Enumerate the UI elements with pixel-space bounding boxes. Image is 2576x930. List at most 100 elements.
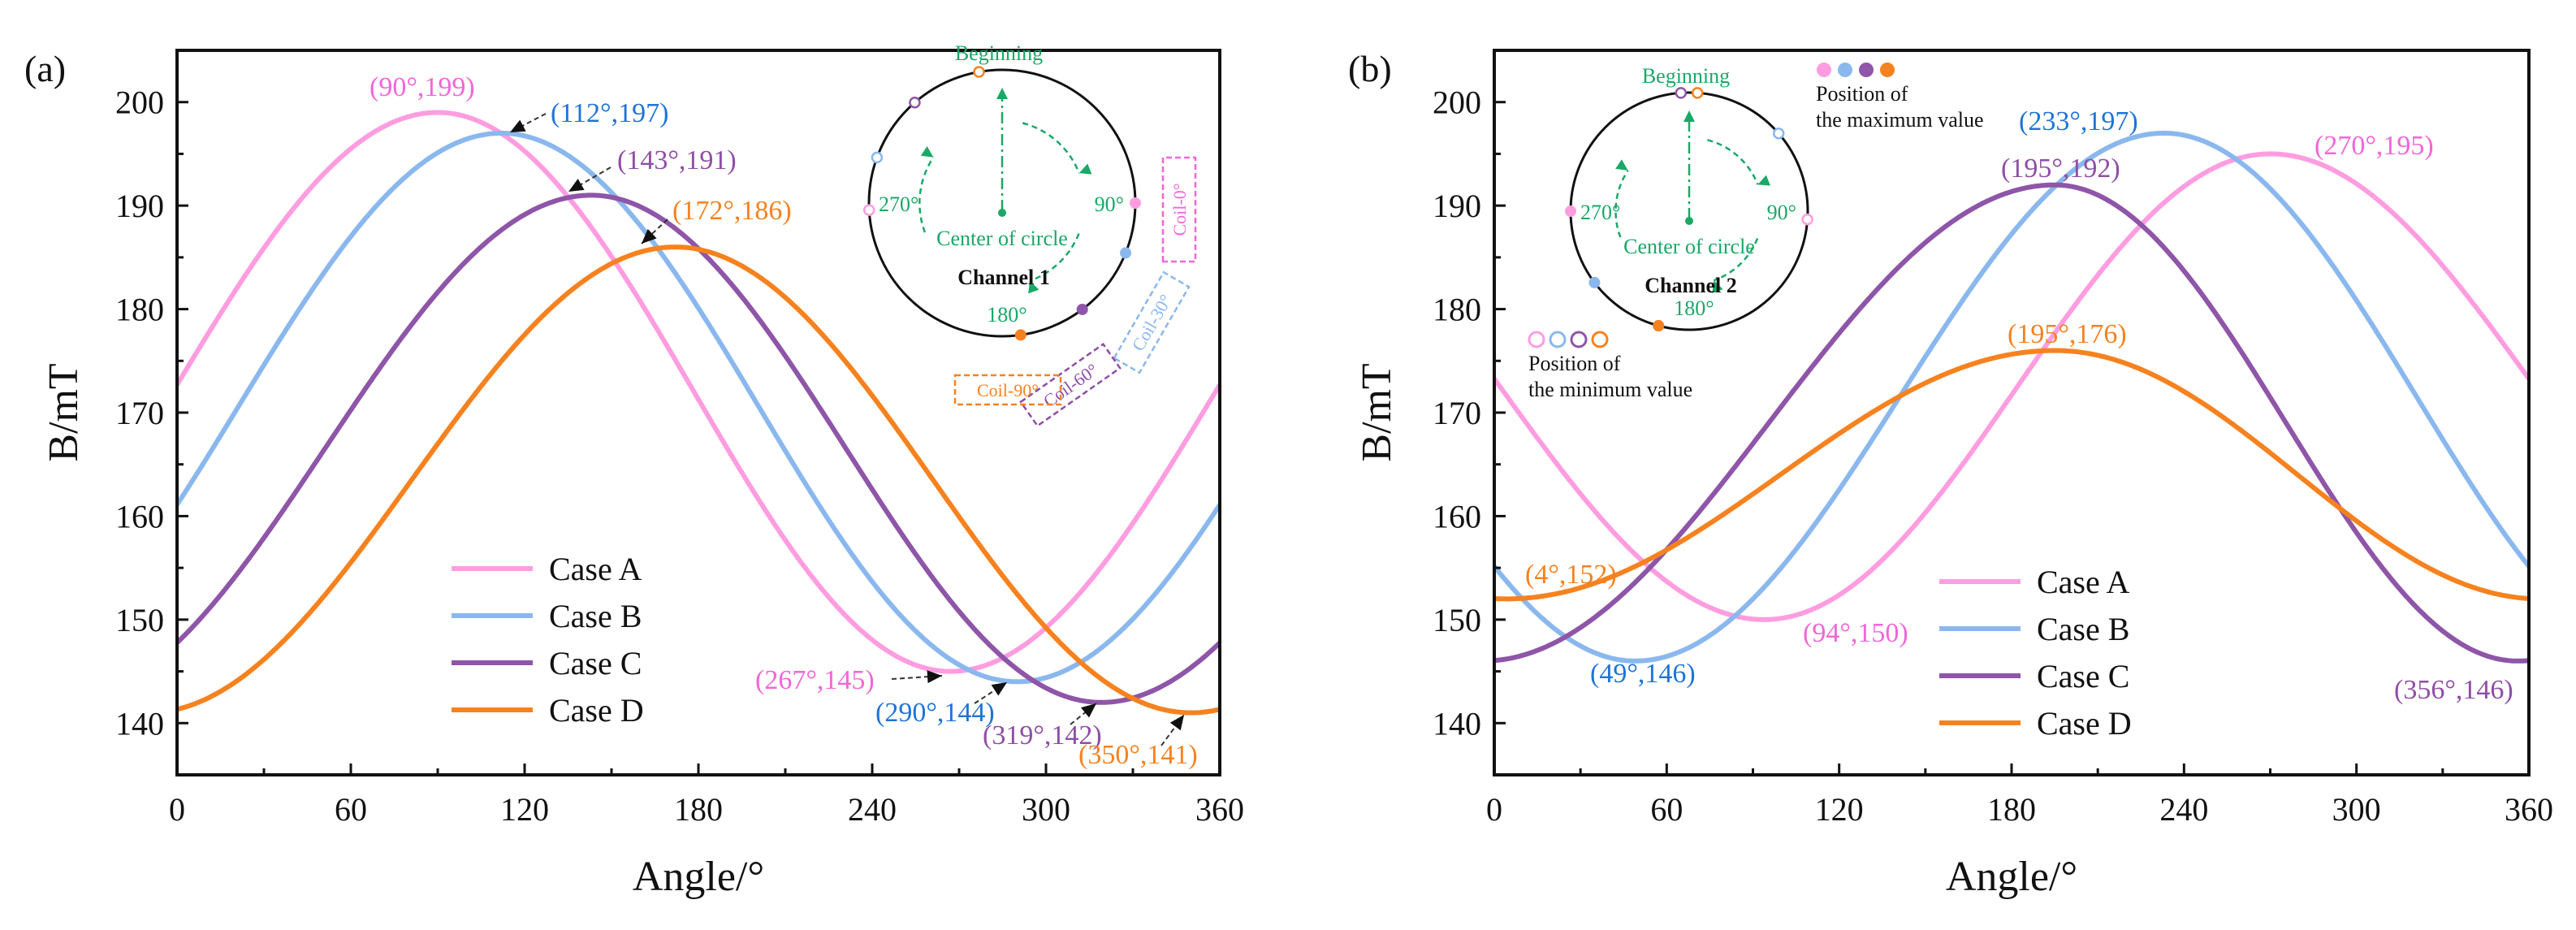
data-label: (233°,197) [2019,106,2138,136]
x-tick-label: 180 [674,791,723,828]
x-tick-label: 0 [169,791,185,828]
annotation-arrowhead [568,179,585,192]
max-position-marker [1076,303,1088,315]
min-legend-dot [1591,331,1609,348]
data-label: (195°,176) [2008,319,2127,349]
max-legend-text: the maximum value [1816,108,1984,132]
series-line-case-a [1492,151,2531,622]
x-tick-label: 0 [1486,791,1502,828]
rotation-arrow [1614,170,1629,238]
y-axis-label: B/mT [1354,363,1400,461]
min-position-marker [1675,87,1688,99]
annotation-arrowhead [991,682,1007,696]
legend-label: Case C [2037,658,2129,694]
annotation-arrowhead [510,119,526,132]
min-legend-dot [1570,331,1588,348]
coil-box [1161,156,1197,263]
y-tick-label: 160 [115,498,164,534]
max-position-marker [1130,197,1141,209]
annotation-leader [974,681,1008,704]
coil-label: Coil-90° [977,380,1039,400]
arrowhead [1078,163,1092,175]
x-tick-label: 60 [335,791,367,828]
max-position-marker [1014,329,1027,341]
panel-label: (a) [24,48,66,89]
y-tick-label: 190 [1433,188,1481,224]
min-position-marker [1772,127,1785,140]
legend-label: Case B [549,598,642,634]
min-position-marker [1691,87,1704,99]
coil-box [953,374,1062,406]
annotation-arrowhead [927,670,942,684]
x-tick-label: 240 [2159,791,2208,828]
rotation-arrow [1707,139,1759,185]
arrowhead [1615,159,1628,171]
series-line-case-d [176,244,1221,716]
coil-label: Coil-0° [1169,183,1190,236]
coil-group: Coil-0° [1161,156,1197,263]
inset-channel-label: Channel 1 [957,266,1049,289]
min-legend-dot [1528,331,1545,348]
min-position-marker [871,151,884,164]
y-tick-label: 200 [1433,84,1481,121]
legend-label: Case D [2037,705,2132,742]
rotation-arrow [1029,233,1080,282]
max-position-marker [1588,276,1601,288]
center-dot [1685,217,1693,225]
x-axis-label: Angle/° [1946,854,2077,900]
x-tick-label: 120 [500,791,549,828]
max-position-marker [1653,320,1665,332]
y-tick-label: 140 [115,705,164,742]
y-tick-label: 180 [1433,292,1481,328]
series-line-case-b [1492,130,2531,664]
y-tick-label: 160 [1433,498,1481,534]
coil-box [1113,270,1191,374]
data-label: (350°,141) [1078,740,1198,770]
y-tick-label: 170 [115,395,164,431]
max-position-marker [1120,247,1132,259]
y-tick-label: 150 [1433,602,1481,638]
x-tick-label: 360 [2505,791,2553,828]
data-label: (90°,199) [370,72,475,102]
inset-diagram-b: Beginning Center of circle 90° 180° 270° Chan… [1528,63,1984,401]
inset-beginning-label: Beginning [955,41,1043,65]
inset-90-label: 90° [1095,192,1124,216]
coil-group: Coil-30° [1113,270,1191,374]
series-line-case-d [1493,348,2530,602]
x-tick-label: 360 [1195,791,1244,828]
x-tick-label: 240 [848,791,897,828]
data-label: (4°,152) [1525,560,1617,590]
min-position-marker [909,96,921,109]
arrowhead [996,88,1008,99]
data-label: (270°,195) [2315,131,2434,161]
max-legend-text: Position of [1816,82,1908,106]
arrowhead [1028,280,1039,294]
inset-180-label: 180° [987,303,1027,327]
chart-panel-b: (b) 0 60 120 180 240 300 360 140 150 160 170 180 190 2… [1348,48,2553,900]
legend-label: Case C [549,645,642,681]
y-tick-label: 190 [115,188,164,224]
inset-180-label: 180° [1674,296,1714,320]
inset-beginning-label: Beginning [1642,64,1730,88]
y-tick-label: 140 [1433,705,1481,742]
arrowhead [1683,110,1695,122]
annotation-arrowhead [642,228,657,244]
data-label: (49°,146) [1590,659,1696,689]
max-legend-dot [1817,63,1831,77]
max-legend-dot [1880,63,1895,77]
annotation-leader [1160,714,1185,746]
annotation-arrowhead [1080,703,1096,718]
y-tick-label: 180 [115,292,164,328]
inset-center-label: Center of circle [936,227,1068,250]
series-line-case-b [175,130,1222,685]
legend-label: Case A [2037,564,2130,600]
rotation-arrow [1022,122,1080,174]
data-label: (112°,197) [551,98,668,128]
data-label: (195°,192) [2001,154,2120,184]
data-label: (319°,142) [983,720,1102,750]
legend-label: Case A [549,551,642,587]
legend-label: Case D [549,692,644,729]
max-legend-dot [1859,63,1874,77]
inset-diagram-a: Beginning Center of circle 90° 180° 270° Chan… [862,41,1197,428]
